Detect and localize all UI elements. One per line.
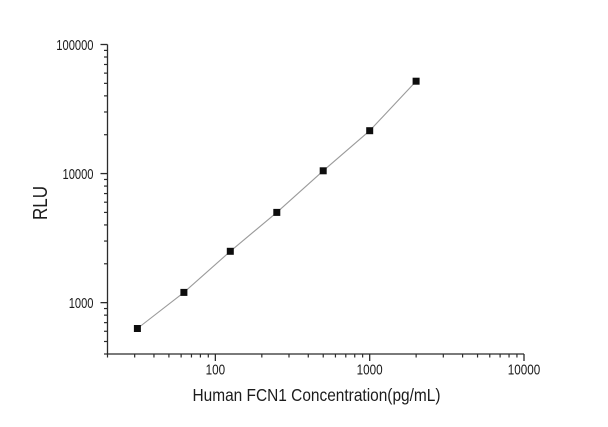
data-point-marker — [412, 77, 420, 85]
data-point-marker — [273, 208, 281, 216]
x-axis-title: Human FCN1 Concentration(pg/mL) — [193, 385, 441, 405]
plot-generated-layer: 100 1000 10000 1000 10000 100000 — [56, 37, 540, 379]
data-point-marker — [133, 325, 141, 332]
data-point-marker — [226, 247, 234, 255]
y-tick-label: 1000 — [69, 295, 94, 312]
data-point-marker — [366, 127, 374, 135]
series-line — [137, 80, 417, 329]
y-tick-label: 10000 — [63, 166, 94, 183]
data-point-marker — [180, 288, 188, 296]
x-tick-label: 1000 — [357, 362, 383, 379]
axes-spines — [106, 44, 524, 355]
x-tick-label: 10000 — [508, 362, 541, 379]
data-point-marker — [319, 167, 327, 175]
y-tick-label: 100000 — [56, 37, 93, 54]
x-tick-label: 100 — [206, 362, 226, 379]
y-axis-title: RLU — [30, 186, 52, 220]
